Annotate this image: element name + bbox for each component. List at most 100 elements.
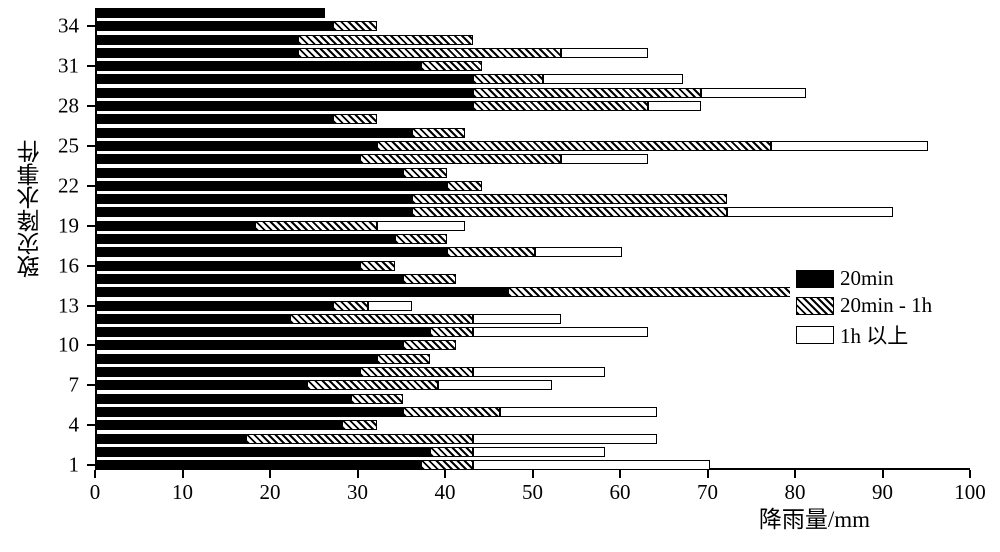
y-tick-label: 10 — [58, 333, 85, 358]
bar-segment-b — [412, 194, 727, 204]
plot-area — [95, 8, 970, 470]
bar-segment-a — [97, 314, 290, 324]
bar-segment-a — [97, 327, 430, 337]
bar-segment-b — [403, 274, 456, 284]
y-tick-label: 1 — [69, 453, 86, 478]
y-tick — [87, 225, 95, 227]
y-tick — [87, 344, 95, 346]
bar-segment-b — [403, 168, 447, 178]
x-tick — [619, 470, 621, 478]
y-tick-label: 28 — [58, 94, 85, 119]
x-tick-label: 50 — [522, 480, 543, 505]
bar-segment-b — [360, 261, 395, 271]
y-tick-label: 25 — [58, 133, 85, 158]
bar-segment-a — [97, 367, 360, 377]
y-tick-label: 7 — [69, 373, 86, 398]
bar-segment-b — [351, 394, 404, 404]
bar-segment-c — [438, 380, 552, 390]
bar-segment-b — [447, 181, 482, 191]
y-tick-label: 4 — [69, 413, 86, 438]
bar-segment-b — [403, 407, 499, 417]
y-tick — [87, 145, 95, 147]
bar-segment-a — [97, 154, 360, 164]
y-tick-label: 16 — [58, 253, 85, 278]
bar-segment-b — [430, 447, 474, 457]
bar-segment-a — [97, 287, 508, 297]
x-tick-label: 10 — [172, 480, 193, 505]
bar-segment-b — [333, 114, 377, 124]
y-tick-label: 31 — [58, 54, 85, 79]
x-tick — [794, 470, 796, 478]
x-tick-label: 30 — [347, 480, 368, 505]
bar-segment-c — [561, 48, 649, 58]
bar-segment-c — [473, 314, 561, 324]
bar-segment-c — [561, 154, 649, 164]
bar-segment-a — [97, 141, 377, 151]
y-tick — [87, 65, 95, 67]
x-tick — [969, 470, 971, 478]
bar-segment-c — [368, 301, 412, 311]
bar-segment-a — [97, 207, 412, 217]
bar-segment-b — [246, 434, 474, 444]
bar-segment-a — [97, 221, 255, 231]
bar-segment-a — [97, 21, 333, 31]
bar-segment-b — [473, 101, 648, 111]
x-tick-label: 90 — [872, 480, 893, 505]
legend-item-1h-plus: 1h 以上 — [796, 320, 932, 350]
bar-segment-b — [403, 340, 456, 350]
bar-segment-a — [97, 247, 447, 257]
bar-segment-a — [97, 354, 377, 364]
legend-swatch-solid — [796, 270, 834, 288]
bar-segment-a — [97, 181, 447, 191]
bar-segment-a — [97, 88, 473, 98]
bar-segment-a — [97, 48, 298, 58]
x-tick — [444, 470, 446, 478]
bar-segment-a — [97, 434, 246, 444]
bar-segment-b — [307, 380, 438, 390]
bar-segment-a — [97, 35, 298, 45]
figure: 0102030405060708090100 14710131619222528… — [0, 0, 1000, 552]
y-tick-label: 34 — [58, 14, 85, 39]
bar-segment-b — [298, 48, 561, 58]
x-tick — [532, 470, 534, 478]
bar-segment-a — [97, 420, 342, 430]
bar-segment-a — [97, 114, 333, 124]
bar-segment-b — [421, 460, 474, 470]
bar-segment-a — [97, 380, 307, 390]
x-tick — [269, 470, 271, 478]
bar-segment-b — [255, 221, 378, 231]
x-tick — [707, 470, 709, 478]
bar-segment-c — [771, 141, 929, 151]
bar-segment-b — [360, 367, 474, 377]
bar-segment-a — [97, 234, 395, 244]
legend-swatch-hatch — [796, 297, 834, 315]
y-tick — [87, 265, 95, 267]
bar-segment-c — [473, 447, 604, 457]
bar-segment-b — [430, 327, 474, 337]
x-tick-label: 70 — [697, 480, 718, 505]
x-tick — [357, 470, 359, 478]
x-tick — [882, 470, 884, 478]
bar-segment-a — [97, 101, 473, 111]
bar-segment-c — [473, 327, 648, 337]
legend: 20min 20min - 1h 1h 以上 — [790, 260, 938, 356]
y-tick — [87, 424, 95, 426]
x-tick-label: 0 — [90, 480, 101, 505]
bar-segment-c — [535, 247, 623, 257]
bar-segment-a — [97, 61, 421, 71]
bar-segment-b — [473, 88, 701, 98]
bar-segment-c — [473, 460, 709, 470]
bar-segment-b — [333, 21, 377, 31]
bar-segment-b — [395, 234, 448, 244]
legend-label: 20min — [840, 266, 894, 291]
y-tick — [87, 384, 95, 386]
bar-segment-a — [97, 407, 403, 417]
y-tick — [87, 305, 95, 307]
bar-segment-c — [727, 207, 893, 217]
bar-segment-b — [421, 61, 482, 71]
x-axis-title: 降雨量/mm — [759, 500, 870, 534]
bar-segment-b — [377, 354, 430, 364]
bar-segment-b — [290, 314, 474, 324]
bar-segment-a — [97, 261, 360, 271]
bar-segment-b — [412, 207, 727, 217]
